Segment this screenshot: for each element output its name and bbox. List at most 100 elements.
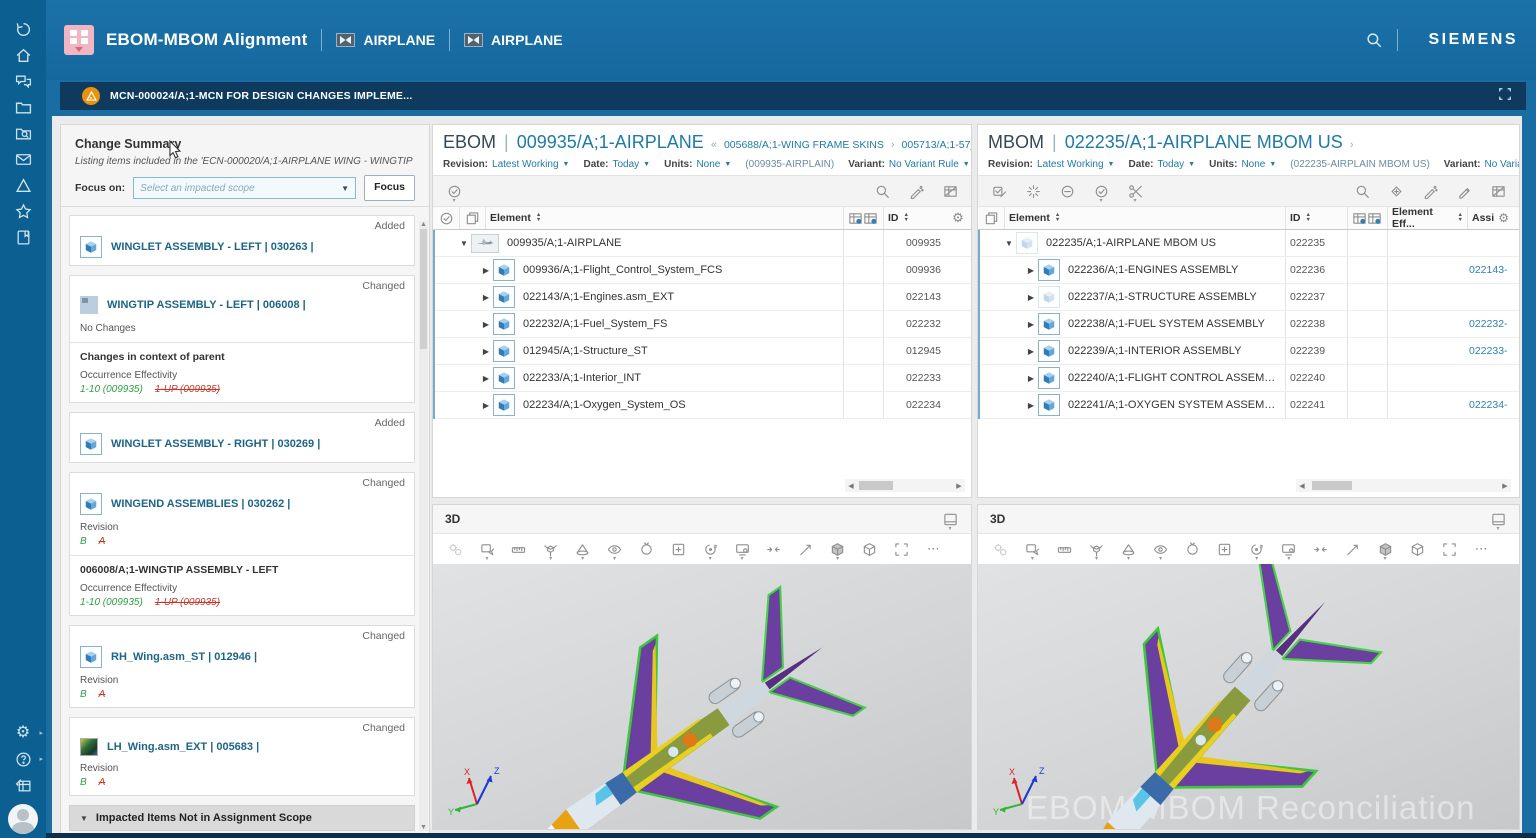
wireframe-view-icon[interactable] xyxy=(861,540,877,558)
classification-icon[interactable] xyxy=(0,772,46,798)
tree-expander[interactable]: ▶ xyxy=(482,292,490,302)
fullscreen-icon[interactable] xyxy=(893,540,909,558)
tree-expander[interactable]: ▼ xyxy=(460,238,468,248)
scroll-up-icon[interactable]: ▲ xyxy=(420,221,427,228)
table-row[interactable]: ▶ 022239/A;1-INTERIOR ASSEMBLY 022239 02223… xyxy=(980,338,1519,365)
change-card[interactable]: Added WINGLET ASSEMBLY - RIGHT | 030269 | xyxy=(69,412,415,463)
sort-icon[interactable]: ▲ ▼ xyxy=(1054,212,1061,223)
change-notice-banner[interactable]: MCN-000024/A;1-MCN FOR DESIGN CHANGES IM… xyxy=(60,82,1526,110)
global-search-icon[interactable] xyxy=(1365,31,1383,49)
measure-icon[interactable] xyxy=(511,540,527,558)
tree-node-label[interactable]: 022241/A;1-OXYGEN SYSTEM ASSEMBLY xyxy=(1068,399,1281,411)
scroll-right-icon[interactable]: ▶ xyxy=(1502,482,1508,490)
column-header-element-eff[interactable]: Element Eff... ▲ ▼ xyxy=(1387,206,1467,230)
search-icon[interactable] xyxy=(1353,182,1371,200)
tree-expander[interactable]: ▶ xyxy=(1027,319,1035,329)
column-header-structure-icon[interactable] xyxy=(843,207,883,229)
view-settings-icon[interactable] xyxy=(447,540,463,558)
airplane-3d-model[interactable] xyxy=(444,564,932,829)
wireframe-view-icon[interactable] xyxy=(1409,540,1426,558)
tree-expander[interactable]: ▶ xyxy=(1027,346,1035,356)
scroll-left-icon[interactable]: ◀ xyxy=(848,482,854,490)
folder-icon[interactable] xyxy=(0,94,46,120)
markup-icon[interactable] xyxy=(479,540,495,558)
filter-value[interactable]: None xyxy=(696,159,721,170)
filter-value[interactable]: Today xyxy=(612,159,640,170)
tree-expander[interactable]: ▶ xyxy=(482,319,490,329)
chat-icon[interactable] xyxy=(0,68,46,94)
table-row[interactable]: ▶ 022237/A;1-STRUCTURE ASSEMBLY 022237 xyxy=(980,284,1519,311)
pmi-icon[interactable] xyxy=(1184,540,1201,558)
fit-icon[interactable] xyxy=(670,540,686,558)
table-row[interactable]: ▶ 022236/A;1-ENGINES ASSEMBLY 022236 022143… xyxy=(980,257,1519,284)
rotate-icon[interactable] xyxy=(702,540,718,558)
trajectory-icon[interactable] xyxy=(798,540,814,558)
tree-node-label[interactable]: 009936/A;1-Flight_Control_System_FCS xyxy=(523,264,723,276)
report-icon[interactable] xyxy=(0,224,46,250)
tree-node-label[interactable]: 022143/A;1-Engines.asm_EXT xyxy=(523,291,675,303)
table-row[interactable]: ▶ 022143/A;1-Engines.asm_EXT 022143 xyxy=(435,284,971,311)
cell-assigned-eff[interactable] xyxy=(1467,284,1519,310)
solid-view-icon[interactable] xyxy=(1377,540,1394,558)
copy-column-icon[interactable] xyxy=(978,207,1004,229)
tree-expander[interactable]: ▼ xyxy=(1005,238,1013,248)
tree-expander[interactable]: ▶ xyxy=(1027,373,1035,383)
change-card[interactable]: Added WINGLET ASSEMBLY - LEFT | 030263 | xyxy=(69,215,415,266)
tree-node-label[interactable]: 022238/A;1-FUEL SYSTEM ASSEMBLY xyxy=(1068,318,1265,330)
expand-banner-icon[interactable] xyxy=(1498,87,1512,106)
card-title[interactable]: WINGEND ASSEMBLIES | 030262 | xyxy=(111,498,291,510)
sort-icon[interactable]: ▲ ▼ xyxy=(1457,212,1463,223)
cell-assigned-eff[interactable]: 022234- xyxy=(1469,399,1508,411)
table-row[interactable]: ▼ 009935/A;1-AIRPLANE 009935 xyxy=(435,230,971,257)
release-status-filter-icon[interactable] xyxy=(1092,182,1110,200)
checked-out-column-icon[interactable] xyxy=(433,207,459,229)
explode-icon[interactable] xyxy=(543,540,559,558)
remove-icon[interactable] xyxy=(1058,182,1076,200)
tree-expander[interactable]: ▶ xyxy=(1027,292,1035,302)
table-row[interactable]: ▼ 022235/A;1-AIRPLANE MBOM US 022235 xyxy=(980,230,1519,257)
tree-expander[interactable]: ▶ xyxy=(1027,400,1035,410)
folder-search-icon[interactable] xyxy=(0,120,46,146)
impacted-scope-select[interactable]: Select an impacted scope ▼ xyxy=(133,177,357,199)
filter-value[interactable]: Latest Working xyxy=(492,159,559,170)
sort-icon[interactable]: ▲ ▼ xyxy=(535,212,542,223)
viewer-layout-icon[interactable] xyxy=(1489,510,1507,528)
mbom-root-title[interactable]: 022235/A;1-AIRPLANE MBOM US xyxy=(1064,132,1343,152)
tree-node-label[interactable]: 022236/A;1-ENGINES ASSEMBLY xyxy=(1068,264,1239,276)
app-logo-icon[interactable] xyxy=(64,25,94,55)
back-icon[interactable] xyxy=(0,16,46,42)
ebom-horizontal-scrollbar[interactable]: ◀ ▶ xyxy=(845,479,965,492)
view-settings-icon[interactable] xyxy=(992,540,1009,558)
tree-expander[interactable]: ▶ xyxy=(482,400,490,410)
table-row[interactable]: ▶ 022234/A;1-Oxygen_System_OS 022234 xyxy=(435,392,971,419)
column-header-element[interactable]: Element ▲ ▼ xyxy=(1004,207,1285,229)
mbom-3d-canvas[interactable]: EBOM-MBOM Reconciliation X Z Y xyxy=(978,564,1519,829)
edit-pencil-icon[interactable] xyxy=(1455,182,1473,200)
copy-column-icon[interactable] xyxy=(459,207,485,229)
visibility-icon[interactable] xyxy=(1152,540,1169,558)
tree-node-label[interactable]: 022237/A;1-STRUCTURE ASSEMBLY xyxy=(1068,291,1257,303)
filter-value[interactable]: Latest Working xyxy=(1037,159,1104,170)
table-gear-icon[interactable]: ⚙ xyxy=(952,210,964,225)
tree-node-label[interactable]: 022240/A;1-FLIGHT CONTROL ASSEMBLY xyxy=(1068,372,1281,384)
viewer-layout-icon[interactable] xyxy=(941,510,959,528)
tree-node-label[interactable]: 022233/A;1-Interior_INT xyxy=(523,372,642,384)
compare-align-icon[interactable] xyxy=(766,540,782,558)
filter-value[interactable]: None xyxy=(1241,159,1266,170)
markup-icon[interactable] xyxy=(1024,540,1041,558)
scroll-down-icon[interactable]: ▼ xyxy=(420,824,427,831)
card-title[interactable]: WINGLET ASSEMBLY - LEFT | 030263 | xyxy=(111,241,314,253)
validation-icon[interactable] xyxy=(907,182,925,200)
sort-icon[interactable]: ▲ ▼ xyxy=(1305,212,1311,223)
rotate-icon[interactable] xyxy=(1249,540,1266,558)
cell-assigned-eff[interactable]: 022232- xyxy=(1469,318,1508,330)
favorites-icon[interactable] xyxy=(0,198,46,224)
change-card[interactable]: Changed RH_Wing.asm_ST | 012946 | Revision… xyxy=(69,625,415,708)
fit-icon[interactable] xyxy=(1216,540,1233,558)
table-row[interactable]: ▶ 022241/A;1-OXYGEN SYSTEM ASSEMBLY 022241… xyxy=(980,392,1519,419)
assign-icon[interactable] xyxy=(990,182,1008,200)
tree-expander[interactable]: ▶ xyxy=(482,265,490,275)
change-card[interactable]: Changed LH_Wing.asm_EXT | 005683 | Revisio… xyxy=(69,717,415,796)
tree-node-label[interactable]: 022239/A;1-INTERIOR ASSEMBLY xyxy=(1068,345,1242,357)
filter-value[interactable]: No Variant Rule xyxy=(888,159,959,170)
